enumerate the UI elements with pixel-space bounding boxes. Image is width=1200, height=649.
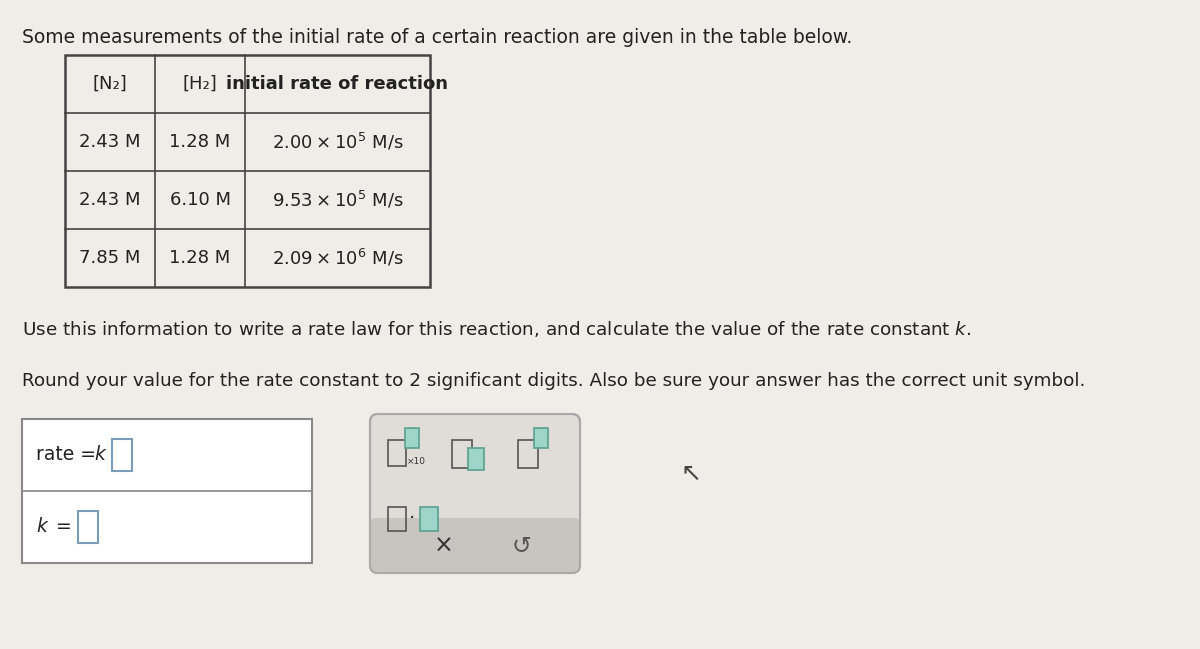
Text: ×10: ×10 xyxy=(407,458,426,467)
Text: $k$: $k$ xyxy=(36,517,49,537)
Text: 2.43 M: 2.43 M xyxy=(79,133,140,151)
Bar xyxy=(388,440,406,466)
Text: 2.43 M: 2.43 M xyxy=(79,191,140,209)
Bar xyxy=(65,55,430,287)
Text: ·: · xyxy=(409,509,415,528)
FancyBboxPatch shape xyxy=(370,518,580,573)
Text: $k$: $k$ xyxy=(94,445,108,465)
Text: ↺: ↺ xyxy=(511,533,532,557)
Bar xyxy=(420,507,438,531)
Text: Use this information to write a rate law for this reaction, and calculate the va: Use this information to write a rate law… xyxy=(22,319,972,339)
Bar xyxy=(468,448,484,470)
Text: initial rate of reaction: initial rate of reaction xyxy=(227,75,449,93)
Text: $9.53 \times 10^5$ M/s: $9.53 \times 10^5$ M/s xyxy=(271,190,403,210)
Text: ↖: ↖ xyxy=(680,462,701,486)
Text: Round your value for the rate constant to 2 significant digits. Also be sure you: Round your value for the rate constant t… xyxy=(22,372,1085,390)
Text: $2.09 \times 10^6$ M/s: $2.09 \times 10^6$ M/s xyxy=(271,247,403,269)
Bar xyxy=(406,428,419,448)
Bar xyxy=(22,419,312,563)
Bar xyxy=(78,511,98,543)
Text: 1.28 M: 1.28 M xyxy=(169,249,230,267)
Bar xyxy=(452,440,472,468)
Text: 1.28 M: 1.28 M xyxy=(169,133,230,151)
Text: 6.10 M: 6.10 M xyxy=(169,191,230,209)
Text: =: = xyxy=(50,517,72,537)
Text: ×: × xyxy=(433,533,454,557)
Text: rate =: rate = xyxy=(36,445,102,465)
Bar xyxy=(388,507,406,531)
Bar xyxy=(112,439,132,471)
Text: Some measurements of the initial rate of a certain reaction are given in the tab: Some measurements of the initial rate of… xyxy=(22,28,852,47)
Text: 7.85 M: 7.85 M xyxy=(79,249,140,267)
Text: $2.00 \times 10^5$ M/s: $2.00 \times 10^5$ M/s xyxy=(271,132,403,153)
Text: [N₂]: [N₂] xyxy=(92,75,127,93)
Bar xyxy=(518,440,538,468)
Text: [H₂]: [H₂] xyxy=(182,75,217,93)
FancyBboxPatch shape xyxy=(370,414,580,573)
Bar xyxy=(534,428,548,448)
